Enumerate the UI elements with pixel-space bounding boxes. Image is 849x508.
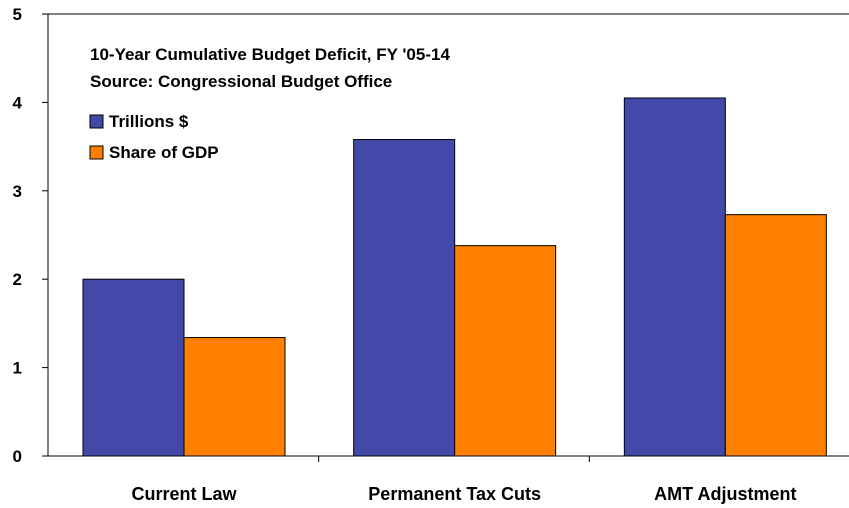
- legend-label: Share of GDP: [109, 143, 219, 162]
- bar-share-of-gdp: [724, 214, 827, 457]
- bar-share-of-gdp: [454, 245, 557, 457]
- category-label: Permanent Tax Cuts: [368, 484, 541, 504]
- legend-label: Trillions $: [109, 112, 189, 131]
- y-tick-label: 2: [13, 270, 22, 289]
- legend-swatch: [89, 114, 104, 129]
- bar-trillions: [623, 97, 726, 457]
- legend-swatch: [89, 145, 104, 160]
- bar-share-of-gdp: [183, 337, 286, 457]
- chart-subtitle: Source: Congressional Budget Office: [90, 72, 392, 91]
- chart-title: 10-Year Cumulative Budget Deficit, FY '0…: [90, 45, 450, 64]
- bars: [82, 97, 827, 457]
- bar-trillions: [353, 139, 456, 457]
- category-label: Current Law: [131, 484, 237, 504]
- y-tick-label: 0: [13, 447, 22, 466]
- y-tick-label: 5: [13, 5, 22, 24]
- legend: 10-Year Cumulative Budget Deficit, FY '0…: [89, 45, 450, 162]
- bar-trillions: [82, 278, 185, 457]
- labels: 0 1 2 3 4 5 Current Law Permanent Tax Cuts AMT A…: [13, 5, 797, 504]
- y-tick-label: 3: [13, 182, 22, 201]
- y-tick-label: 4: [13, 93, 23, 112]
- y-tick-label: 1: [13, 359, 22, 378]
- category-label: AMT Adjustment: [654, 484, 796, 504]
